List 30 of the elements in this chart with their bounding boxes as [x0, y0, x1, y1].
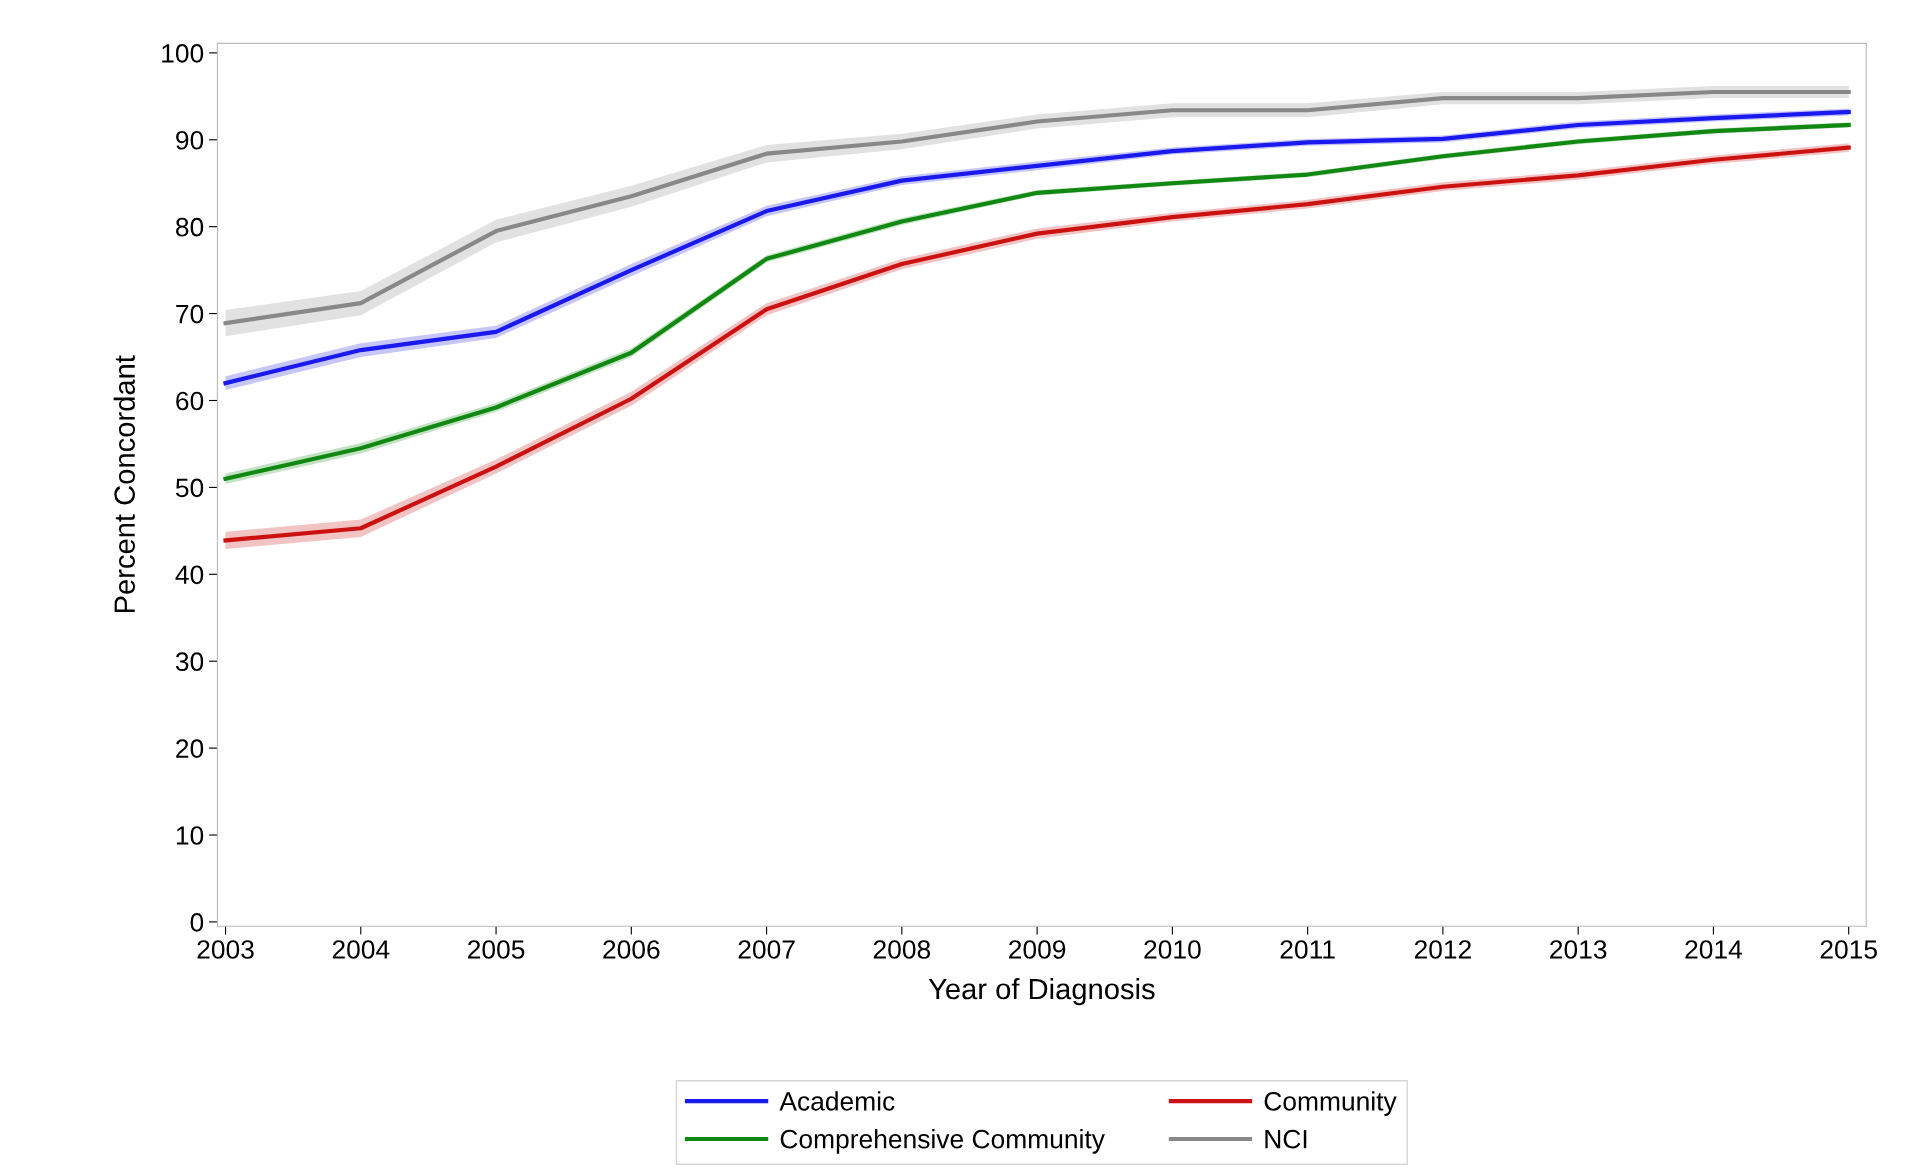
x-tick-label: 2006	[603, 940, 660, 959]
y-tick-label: 90	[176, 130, 204, 150]
y-axis-title: Percent Concordant	[113, 355, 135, 613]
x-tick-label: 2011	[1280, 940, 1335, 959]
legend-label: NCI	[1265, 1129, 1307, 1149]
legend-label: Comprehensive Community	[780, 1129, 1105, 1154]
y-tick-label: 0	[190, 913, 204, 932]
y-tick-label: 10	[176, 826, 204, 845]
legend-label: Community	[1264, 1091, 1397, 1116]
x-tick-label: 2005	[468, 940, 525, 959]
y-tick-label: 30	[175, 652, 204, 672]
x-tick-label: 2003	[197, 940, 254, 959]
x-axis-title: Year of Diagnosis	[928, 977, 1155, 1006]
legend-label: Academic	[779, 1091, 895, 1111]
y-tick-label: 100	[162, 44, 204, 63]
y-tick-label: 60	[176, 391, 204, 411]
y-tick-label: 50	[175, 478, 204, 498]
x-tick-label: 2007	[738, 940, 795, 959]
y-tick-label: 20	[176, 739, 204, 758]
x-tick-label: 2010	[1144, 940, 1201, 959]
x-tick-label: 2014	[1685, 940, 1743, 959]
x-tick-label: 2015	[1820, 940, 1877, 959]
y-tick-label: 80	[176, 217, 204, 237]
x-tick-label: 2013	[1550, 940, 1607, 959]
x-tick-label: 2008	[873, 940, 931, 959]
x-tick-label: 2004	[332, 940, 390, 959]
x-tick-label: 2012	[1414, 940, 1471, 959]
y-tick-label: 70	[176, 304, 204, 324]
x-tick-label: 2009	[1009, 940, 1066, 959]
y-tick-label: 40	[175, 565, 204, 585]
